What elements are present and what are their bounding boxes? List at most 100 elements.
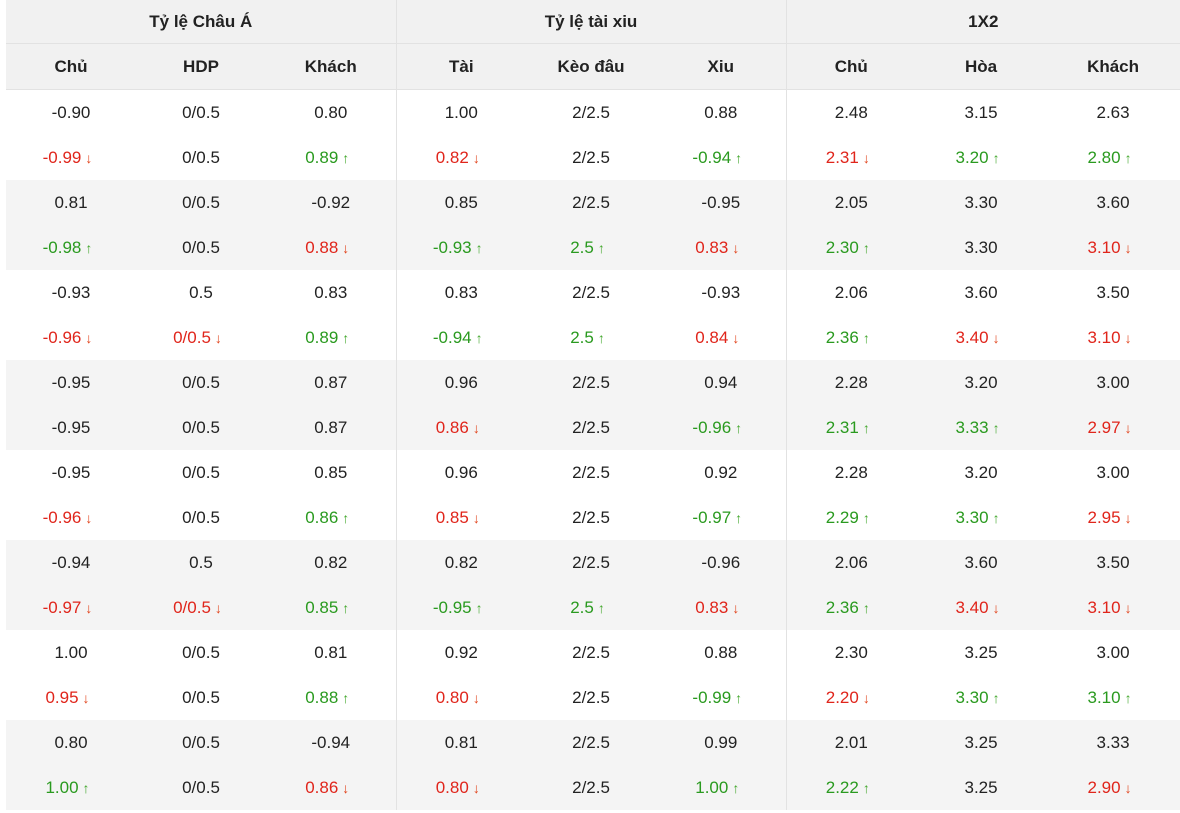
odds-cell: 3.25 [916, 630, 1046, 675]
arrow-up-icon: ↑ [597, 329, 605, 346]
arrow-down-icon: ↓ [862, 689, 870, 706]
odds-cell: -0.95 [656, 180, 787, 225]
odds-value: 3.20 [964, 462, 998, 482]
arrow-up-icon: ↑ [342, 509, 350, 526]
odds-cell: -0.90 [6, 90, 136, 136]
odds-value: 0/0.5 [182, 777, 220, 797]
odds-value: -0.94 [692, 147, 732, 167]
odds-value: 2.22 [825, 777, 859, 797]
odds-cell: 0.83 ↓ [656, 225, 787, 270]
odds-cell: 3.10 ↓ [1046, 585, 1180, 630]
odds-cell: 1.00 [6, 630, 136, 675]
odds-value: 1.00 [45, 777, 79, 797]
odds-value: 2.01 [834, 732, 868, 752]
odds-value: 0.86 [435, 417, 469, 437]
arrow-up-icon: ↑ [735, 509, 743, 526]
odds-cell: -0.95 [6, 450, 136, 495]
odds-table: Tỷ lệ Châu Á Tỷ lệ tài xiu 1X2 Chủ HDP K… [6, 0, 1180, 810]
odds-cell: 3.40 ↓ [916, 585, 1047, 630]
odds-cell: 0.83 ↓ [656, 585, 787, 630]
odds-value: 0/0.5 [182, 642, 220, 662]
table-row-current: -0.95 0/0.5 0.87 0.86 ↓ 2/2.5 -0.96 ↑ 2.31 ↑ 3.33 ↑… [6, 405, 1180, 450]
table-row-opening: -0.95 0/0.5 0.85 0.96 2/2.5 0.92 2.28 3.20 3.00 [6, 450, 1180, 495]
arrow-down-icon: ↓ [472, 509, 480, 526]
odds-cell: 2.30 [786, 630, 916, 675]
table-row-opening: -0.94 0.5 0.82 0.82 2/2.5 -0.96 2.06 3.60 3.50 [6, 540, 1180, 585]
arrow-down-icon: ↓ [1124, 329, 1132, 346]
odds-cell: 0.86 ↓ [396, 405, 527, 450]
odds-value: 0.85 [435, 507, 469, 527]
odds-value: 2/2.5 [572, 147, 610, 167]
odds-value: 0.85 [444, 192, 478, 212]
arrow-up-icon: ↑ [862, 509, 870, 526]
odds-cell: 0.88 ↓ [266, 225, 397, 270]
odds-cell: 2/2.5 [526, 720, 657, 765]
odds-cell: 2.97 ↓ [1046, 405, 1180, 450]
odds-value: 2/2.5 [572, 687, 610, 707]
odds-value: -0.92 [311, 192, 351, 212]
odds-value: 3.30 [955, 507, 989, 527]
odds-value: 2/2.5 [572, 732, 610, 752]
arrow-down-icon: ↓ [82, 689, 90, 706]
odds-cell: 2.5 ↑ [526, 585, 657, 630]
column-header-1x2-home: Chủ [786, 43, 917, 90]
odds-cell: 2/2.5 [526, 675, 656, 720]
arrow-up-icon: ↑ [992, 149, 1000, 166]
column-header-over: Tài [396, 43, 527, 90]
odds-cell: 2/2.5 [526, 135, 656, 180]
arrow-up-icon: ↑ [85, 239, 93, 256]
odds-value: 2.30 [825, 237, 859, 257]
arrow-up-icon: ↑ [735, 689, 743, 706]
column-header-home: Chủ [6, 43, 136, 90]
odds-cell: 0.86 ↑ [266, 495, 397, 540]
odds-value: 0.88 [305, 687, 339, 707]
odds-value: -0.95 [51, 462, 91, 482]
odds-cell: 2.5 ↑ [526, 315, 656, 360]
arrow-up-icon: ↑ [597, 599, 605, 616]
odds-cell: 0/0.5 [136, 90, 266, 136]
odds-cell: 0.96 [396, 360, 527, 405]
odds-value: 0.89 [305, 327, 339, 347]
odds-value: 3.33 [1096, 732, 1130, 752]
group-header-over-under: Tỷ lệ tài xiu [396, 0, 787, 44]
odds-cell: 0.94 [656, 360, 787, 405]
odds-value: 1.00 [54, 642, 88, 662]
odds-value: 0.83 [695, 597, 729, 617]
arrow-down-icon: ↓ [472, 779, 480, 796]
arrow-up-icon: ↑ [992, 509, 1000, 526]
odds-value: 0.92 [704, 462, 738, 482]
odds-cell: 2.48 [786, 90, 916, 136]
odds-cell: 0.80 [266, 89, 397, 135]
odds-cell: -0.92 [266, 180, 397, 225]
odds-value: 0/0.5 [182, 507, 220, 527]
odds-value: 0.95 [45, 687, 79, 707]
odds-value: 2.63 [1096, 102, 1130, 122]
table-row-current: -0.97 ↓ 0/0.5 ↓ 0.85 ↑ -0.95 ↑ 2.5 ↑ 0.83 ↓ 2.36 ↑ 3.4… [6, 585, 1180, 630]
odds-value: 0.86 [305, 507, 339, 527]
odds-cell: 2.05 [786, 180, 917, 225]
odds-value: 0/0.5 [182, 732, 220, 752]
odds-value: 0.96 [444, 462, 478, 482]
odds-cell: 3.00 [1046, 360, 1180, 405]
odds-value: -0.97 [42, 597, 82, 617]
odds-value: 2.31 [825, 147, 859, 167]
column-header-1x2-away: Khách [1046, 43, 1180, 90]
odds-cell: 0.87 [266, 360, 397, 405]
odds-value: 3.10 [1087, 237, 1121, 257]
header-column-row: Chủ HDP Khách Tài Kèo đâu Xiu Chủ Hòa Kh… [6, 43, 1180, 90]
odds-cell: 3.60 [916, 540, 1047, 585]
odds-value: 2.31 [825, 417, 859, 437]
odds-cell: 0.80 ↓ [396, 765, 527, 810]
odds-cell: 3.60 [1046, 180, 1180, 225]
arrow-up-icon: ↑ [475, 239, 483, 256]
odds-cell: 0.81 [6, 180, 136, 225]
odds-value: -0.96 [692, 417, 732, 437]
odds-value: 3.60 [964, 552, 998, 572]
odds-cell: 2/2.5 [526, 405, 657, 450]
table-row-opening: -0.90 0/0.5 0.80 1.00 2/2.5 0.88 2.48 3.15 2.63 [6, 89, 1180, 136]
odds-cell: -0.98 ↑ [6, 225, 136, 270]
odds-cell: -0.94 [6, 540, 136, 585]
odds-value: 3.00 [1096, 462, 1130, 482]
arrow-down-icon: ↓ [1124, 509, 1132, 526]
odds-cell: 1.00 [396, 90, 526, 136]
